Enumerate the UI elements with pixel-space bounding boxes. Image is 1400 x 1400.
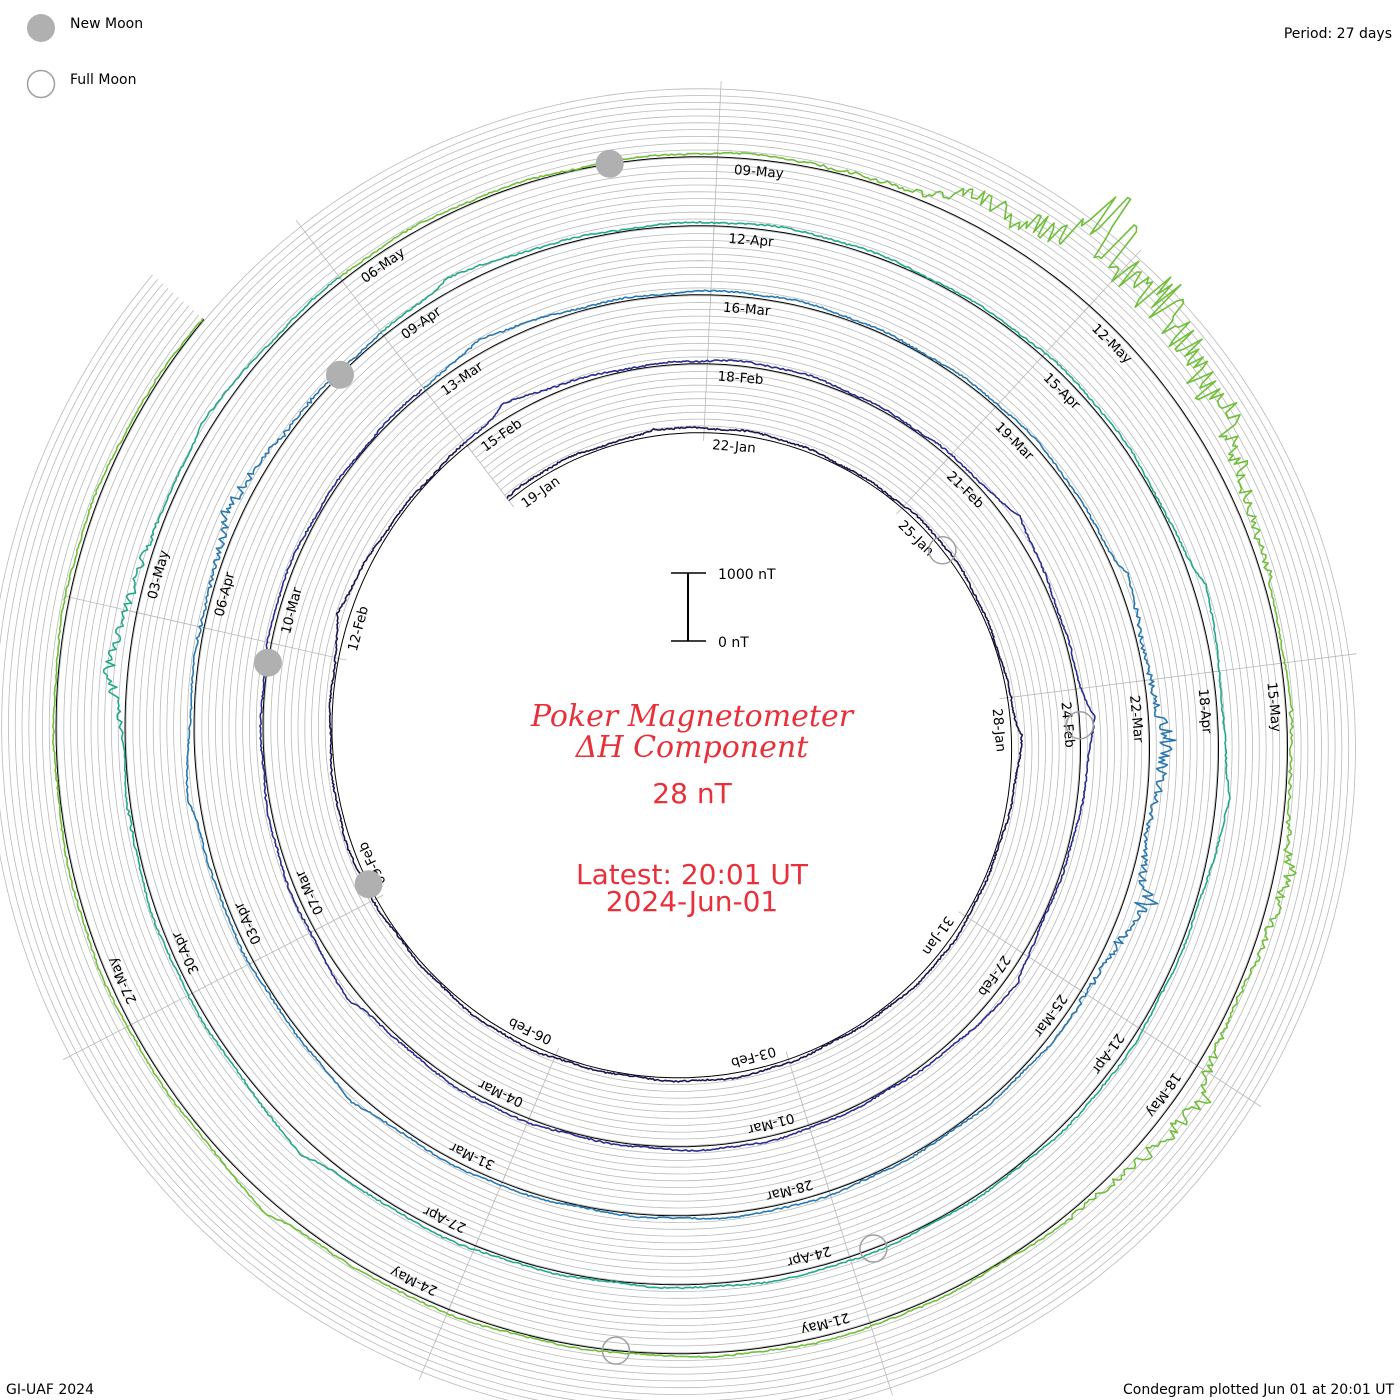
current-value: 28 nT (652, 777, 732, 810)
series-turn-5 (52, 151, 1297, 1359)
date-label: 22-Jan (712, 437, 757, 456)
date-label: 12-Feb (345, 604, 372, 652)
radial-spoke (1190, 1060, 1262, 1108)
moon-layer (253, 149, 1095, 1365)
grid-layer (0, 81, 1357, 1400)
grid-ring (35, 135, 1309, 1375)
legend-new-moon-label: New Moon (70, 16, 143, 32)
full-moon-legend-icon (26, 69, 56, 99)
radial-spoke (62, 595, 145, 615)
scale-top-label: 1000 nT (718, 567, 776, 583)
period-label: Period: 27 days (1284, 26, 1392, 42)
scale-bar (671, 572, 706, 642)
radial-spoke (62, 1020, 139, 1060)
date-label: 16-Mar (722, 300, 771, 320)
grid-ring (41, 142, 1302, 1368)
series-turn-1 (328, 426, 1024, 1083)
new-moon-legend-icon (27, 14, 55, 42)
date-label: 12-Apr (728, 231, 775, 251)
date-label: 18-Feb (717, 369, 764, 389)
date-label: 09-May (733, 162, 784, 182)
radial-spoke (418, 1302, 453, 1380)
grid-ring (1, 102, 1343, 1400)
new-moon-marker (354, 870, 383, 899)
full-moon-marker (601, 1336, 631, 1365)
grid-ring (48, 149, 1295, 1361)
footer-credit: GI-UAF 2024 (6, 1382, 94, 1398)
series-turn-4 (103, 220, 1231, 1290)
latest-date: 2024-Jun-01 (606, 885, 778, 918)
baseline-spiral (55, 156, 1289, 1355)
date-label: 19-Jan (518, 473, 563, 511)
new-moon-marker (595, 149, 624, 178)
date-label: 06-Feb (506, 1014, 554, 1048)
grid-ring (0, 95, 1350, 1400)
date-label: 22-Mar (1126, 695, 1147, 744)
grid-ring (14, 115, 1329, 1395)
new-moon-marker (253, 648, 282, 677)
latest-time: Latest: 20:01 UT (576, 858, 809, 891)
footer-plotted: Condegram plotted Jun 01 at 20:01 UT (1123, 1382, 1394, 1398)
series-turn-2 (258, 359, 1096, 1152)
date-label: 28-Jan (989, 708, 1009, 753)
date-label: 24-Feb (1057, 701, 1077, 748)
scale-bottom-label: 0 nT (718, 635, 749, 651)
grid-ring (28, 129, 1316, 1382)
date-label: 25-Jan (895, 517, 937, 559)
series-layer (52, 151, 1297, 1359)
full-moon-marker (928, 536, 957, 565)
radial-spoke (295, 219, 348, 288)
radial-spoke (867, 1315, 893, 1396)
chart-subtitle: ΔH Component (575, 730, 809, 765)
date-label: 31-Jan (919, 913, 957, 958)
date-label: 18-Apr (1195, 688, 1215, 735)
new-moon-marker (326, 360, 354, 389)
date-label: 03-Feb (729, 1043, 778, 1071)
chart-title: Poker Magnetometer (530, 699, 855, 734)
series-turn-3 (185, 289, 1177, 1220)
date-label: 27-Apr (421, 1202, 469, 1235)
date-label: 03-Apr (231, 899, 265, 947)
legend-full-moon-label: Full Moon (70, 72, 136, 88)
radial-spoke (716, 81, 722, 166)
full-moon-marker (859, 1234, 888, 1263)
date-label: 21-May (799, 1309, 851, 1338)
grid-ring (7, 108, 1336, 1400)
grid-ring (21, 122, 1322, 1389)
date-label: 15-May (1263, 681, 1284, 732)
grid-ring (0, 88, 1356, 1400)
radial-spoke (1273, 653, 1357, 665)
full-moon-marker (1065, 711, 1095, 740)
